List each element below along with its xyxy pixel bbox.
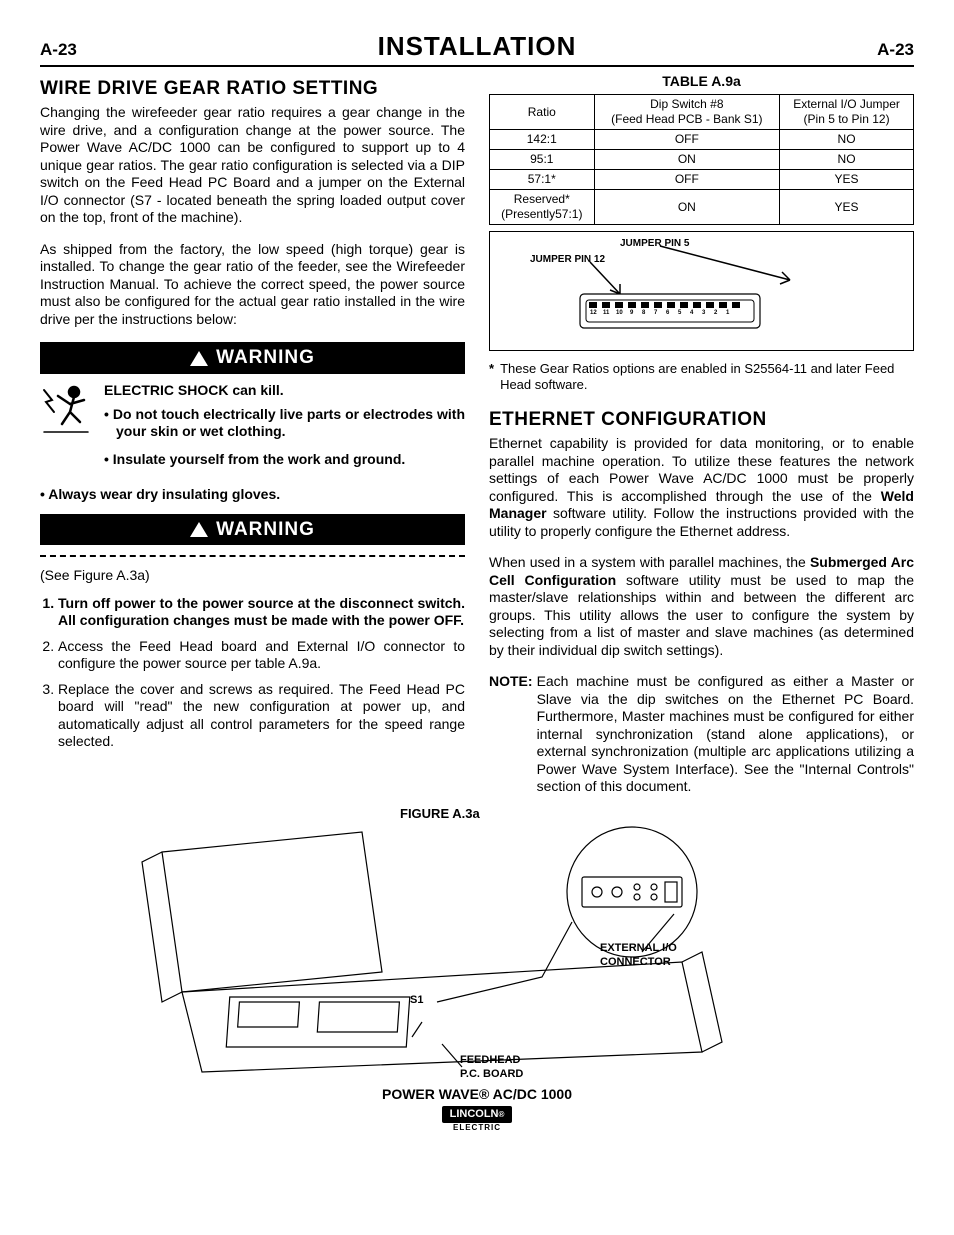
jumper-pin12-label: JUMPER PIN 12	[530, 254, 605, 267]
connector-svg: 121110 987 654 321	[490, 232, 913, 352]
ethernet-p1: Ethernet capability is provided for data…	[489, 435, 914, 540]
step-2: Access the Feed Head board and External …	[58, 638, 465, 673]
page-number-left: A-23	[40, 39, 77, 60]
warning-label-2: WARNING	[216, 518, 315, 542]
th-ratio: Ratio	[490, 95, 595, 130]
electric-shock-icon	[40, 382, 92, 448]
svg-text:11: 11	[603, 310, 610, 316]
note-text: Each machine must be configured as eithe…	[537, 673, 914, 796]
svg-text:10: 10	[616, 310, 623, 316]
note-block: NOTE: Each machine must be configured as…	[489, 673, 914, 796]
note-label: NOTE:	[489, 673, 533, 796]
table-row: 95:1ONNO	[490, 150, 914, 170]
section-ethernet: ETHERNET CONFIGURATION	[489, 408, 914, 432]
footnote-star: *	[489, 361, 494, 394]
warning-triangle-icon-2	[190, 522, 208, 537]
shock-heading: ELECTRIC SHOCK can kill.	[104, 382, 465, 400]
shock-bullet-3: Always wear dry insulating gloves.	[40, 486, 465, 504]
page-title: INSTALLATION	[378, 30, 577, 63]
warning-banner-2: WARNING	[40, 514, 465, 546]
th-jumper: External I/O Jumper(Pin 5 to Pin 12)	[780, 95, 914, 130]
product-name: POWER WAVE® AC/DC 1000	[40, 1086, 914, 1104]
step-1: Turn off power to the power source at th…	[58, 595, 465, 630]
svg-text:12: 12	[590, 310, 597, 316]
footnote-text: These Gear Ratios options are enabled in…	[500, 361, 914, 394]
th-dip: Dip Switch #8(Feed Head PCB - Bank S1)	[594, 95, 780, 130]
left-column: WIRE DRIVE GEAR RATIO SETTING Changing t…	[40, 73, 465, 796]
figure-label: FIGURE A.3a	[400, 806, 914, 822]
figure-diagram: S1 EXTERNAL I/O CONNECTOR FEEDHEAD P.C. …	[40, 822, 914, 1082]
electric-shock-block: ELECTRIC SHOCK can kill. Do not touch el…	[40, 382, 465, 478]
table-row: 57:1*OFFYES	[490, 170, 914, 190]
shock-bullet-2: Insulate yourself from the work and grou…	[104, 451, 465, 469]
table-footnote: * These Gear Ratios options are enabled …	[489, 361, 914, 394]
callout-feedhead: FEEDHEAD P.C. BOARD	[460, 1054, 523, 1082]
figure-a3a: FIGURE A.3a	[40, 806, 914, 1082]
table-a9a: Ratio Dip Switch #8(Feed Head PCB - Bank…	[489, 94, 914, 225]
page-footer: POWER WAVE® AC/DC 1000 LINCOLN® ELECTRIC	[40, 1086, 914, 1133]
warning-banner-1: WARNING	[40, 342, 465, 374]
dashed-separator	[40, 555, 465, 557]
brand-sub: ELECTRIC	[40, 1123, 914, 1133]
page-number-right: A-23	[877, 39, 914, 60]
ethernet-p2: When used in a system with parallel mach…	[489, 554, 914, 659]
wire-drive-p2: As shipped from the factory, the low spe…	[40, 241, 465, 329]
table-a9a-title: TABLE A.9a	[489, 73, 914, 91]
page-header: A-23 INSTALLATION A-23	[40, 30, 914, 67]
brand-logo: LINCOLN®	[442, 1106, 513, 1124]
jumper-diagram: JUMPER PIN 5 JUMPER PIN 12 121110 987 65…	[489, 231, 914, 351]
see-figure-ref: (See Figure A.3a)	[40, 567, 465, 585]
pcb-diagram-svg	[40, 822, 914, 1082]
table-row: 142:1OFFNO	[490, 130, 914, 150]
table-row: Reserved*(Presently57:1)ONYES	[490, 190, 914, 225]
shock-bullet-1: Do not touch electrically live parts or …	[104, 406, 465, 441]
jumper-pin5-label: JUMPER PIN 5	[620, 238, 689, 251]
callout-s1: S1	[410, 994, 423, 1008]
wire-drive-p1: Changing the wirefeeder gear ratio requi…	[40, 104, 465, 227]
right-column: TABLE A.9a Ratio Dip Switch #8(Feed Head…	[489, 73, 914, 796]
step-3: Replace the cover and screws as required…	[58, 681, 465, 751]
warning-label-1: WARNING	[216, 346, 315, 370]
table-body: 142:1OFFNO 95:1ONNO 57:1*OFFYES Reserved…	[490, 130, 914, 225]
section-wire-drive: WIRE DRIVE GEAR RATIO SETTING	[40, 77, 465, 101]
callout-ext-io: EXTERNAL I/O CONNECTOR	[600, 942, 677, 970]
install-steps: Turn off power to the power source at th…	[40, 595, 465, 751]
warning-triangle-icon	[190, 351, 208, 366]
